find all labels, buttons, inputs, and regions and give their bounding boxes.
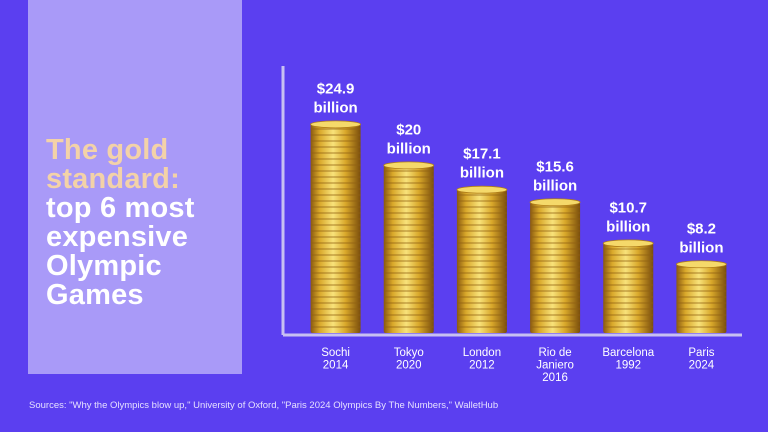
data-label: $24.9 bbox=[317, 80, 355, 97]
category-label: Barcelona bbox=[602, 347, 654, 359]
data-label: $20 bbox=[396, 121, 421, 138]
title-highlight: The gold standard: bbox=[46, 134, 180, 195]
data-label: billion bbox=[313, 99, 357, 116]
category-label: 2024 bbox=[689, 360, 715, 372]
category-label: 1992 bbox=[615, 360, 641, 372]
data-label: $15.6 bbox=[536, 158, 574, 175]
data-label: $8.2 bbox=[687, 220, 716, 237]
bar-coin-stack bbox=[310, 120, 361, 333]
category-label: Rio de bbox=[538, 347, 571, 359]
category-label: 2016 bbox=[542, 372, 568, 384]
bar-coin-stack bbox=[456, 185, 508, 333]
bar-coin-stack bbox=[383, 161, 435, 333]
chart-title: The gold standard: top 6 most expensive … bbox=[46, 136, 246, 310]
category-label: 2020 bbox=[396, 360, 422, 372]
data-label: billion bbox=[533, 177, 577, 194]
source-note: Sources: "Why the Olympics blow up," Uni… bbox=[29, 400, 499, 411]
data-label: $17.1 bbox=[463, 146, 501, 163]
bar-coin-stack bbox=[602, 239, 654, 333]
data-label: billion bbox=[460, 165, 504, 182]
category-label: 2012 bbox=[469, 360, 495, 372]
category-label: Janiero bbox=[536, 360, 574, 372]
category-label: 2014 bbox=[323, 360, 349, 372]
data-label: billion bbox=[387, 140, 431, 157]
data-label: billion bbox=[679, 239, 723, 256]
data-label: $10.7 bbox=[609, 199, 647, 216]
category-label: Tokyo bbox=[394, 347, 424, 359]
category-label: Paris bbox=[688, 347, 714, 359]
data-label: billion bbox=[606, 218, 650, 235]
category-label: Sochi bbox=[321, 347, 350, 359]
title-panel: The gold standard: top 6 most expensive … bbox=[28, 0, 242, 374]
category-label: London bbox=[463, 347, 501, 359]
title-rest: top 6 most expensive Olympic Games bbox=[46, 192, 195, 311]
bar-coin-stack bbox=[676, 260, 727, 333]
bar-coin-stack bbox=[529, 198, 581, 333]
